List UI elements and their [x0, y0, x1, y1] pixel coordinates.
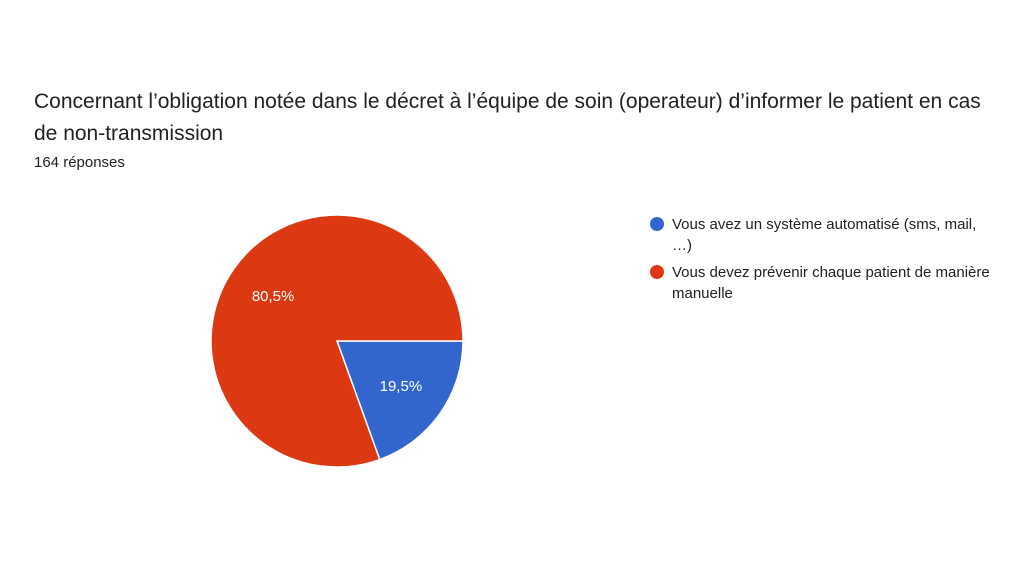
chart-title: Concernant l’obligation notée dans le dé…: [34, 90, 981, 145]
pie-slice-1: [210, 214, 464, 468]
pie-slice-0: [335, 340, 464, 461]
legend-item-manual: Vous devez prévenir chaque patient de ma…: [650, 262, 990, 304]
response-count: 164 réponses: [34, 154, 125, 171]
pie-label-0: 19,5%: [380, 378, 423, 395]
legend-label: Vous devez prévenir chaque patient de ma…: [672, 264, 990, 302]
legend-swatch-blue: [650, 217, 664, 231]
legend-item-automated: Vous avez un système automatisé (sms, ma…: [650, 214, 990, 256]
chart-legend: Vous avez un système automatisé (sms, ma…: [650, 214, 990, 310]
legend-label: Vous avez un système automatisé (sms, ma…: [672, 216, 977, 254]
legend-swatch-red: [650, 265, 664, 279]
pie-label-1: 80,5%: [252, 288, 295, 305]
